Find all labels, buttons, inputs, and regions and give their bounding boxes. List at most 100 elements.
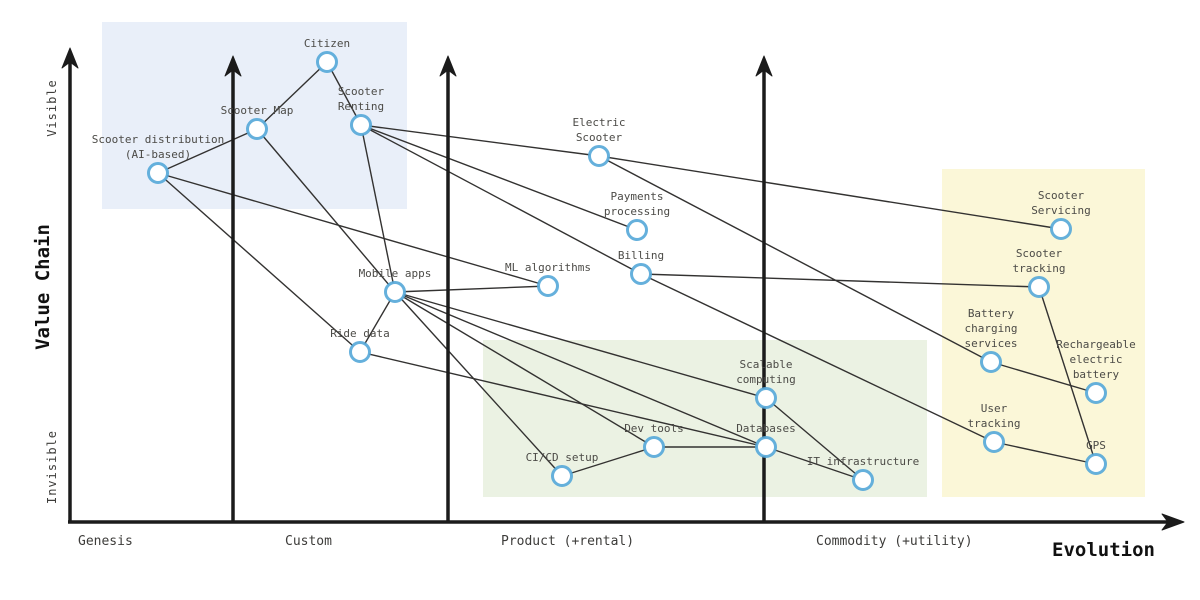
- node-gps[interactable]: [1085, 453, 1107, 475]
- node-label-rechargeable-electric-battery: battery: [1073, 368, 1120, 381]
- node-scooter-renting[interactable]: [350, 114, 372, 136]
- node-label-cicd-setup: CI/CD setup: [526, 451, 599, 464]
- edge-scooter-distribution--ride-data: [157, 172, 361, 353]
- edge-scooter-renting--payments-processing: [360, 124, 638, 231]
- stage-label-custom: Custom: [285, 534, 332, 549]
- node-label-battery-charging-services: Battery: [968, 307, 1015, 320]
- node-user-tracking[interactable]: [983, 431, 1005, 453]
- edge-mobile-apps--dev-tools: [394, 291, 655, 448]
- node-label-user-tracking: tracking: [968, 417, 1021, 430]
- node-label-user-tracking: User: [981, 402, 1008, 415]
- edge-scooter-renting--billing: [360, 124, 642, 275]
- edge-electric-scooter--battery-charging-services: [598, 155, 992, 363]
- node-label-databases: Databases: [736, 422, 796, 435]
- edge-scooter-renting--mobile-apps: [360, 124, 396, 293]
- stage-boundary-arrowhead-1: [224, 55, 242, 77]
- stage-label-genesis: Genesis: [78, 534, 133, 549]
- edge-scooter-tracking--gps: [1038, 286, 1097, 465]
- node-label-citizen: Citizen: [304, 37, 350, 50]
- edges-layer: [157, 61, 1097, 481]
- node-billing[interactable]: [630, 263, 652, 285]
- node-scooter-servicing[interactable]: [1050, 218, 1072, 240]
- node-scalable-computing[interactable]: [755, 387, 777, 409]
- node-label-scooter-map: Scooter Map: [221, 104, 294, 117]
- stage-boundary-arrowhead-3: [755, 55, 773, 77]
- node-label-scooter-servicing: Scooter: [1038, 189, 1085, 202]
- node-label-dev-tools: Dev tools: [624, 422, 684, 435]
- y-axis-arrowhead: [61, 47, 79, 69]
- node-label-scalable-computing: Scalable: [740, 358, 793, 371]
- node-label-scooter-renting: Renting: [338, 100, 384, 113]
- node-label-battery-charging-services: services: [965, 337, 1018, 350]
- node-label-rechargeable-electric-battery: Rechargeable: [1056, 338, 1135, 351]
- node-scooter-distribution[interactable]: [147, 162, 169, 184]
- region-commodity-zone: [942, 169, 1145, 497]
- edge-mobile-apps--databases: [394, 291, 767, 448]
- node-label-billing: Billing: [618, 249, 664, 262]
- visible-axis-label: Visible: [45, 79, 59, 137]
- x-axis-arrowhead: [1161, 513, 1185, 531]
- node-label-scooter-renting: Scooter: [338, 85, 385, 98]
- edge-dev-tools--cicd-setup: [561, 446, 655, 477]
- edge-ride-data--mobile-apps: [359, 291, 396, 353]
- node-label-rechargeable-electric-battery: electric: [1070, 353, 1123, 366]
- edge-citizen--scooter-map: [256, 61, 328, 130]
- node-label-scooter-servicing: Servicing: [1031, 204, 1091, 217]
- edge-scooter-map--mobile-apps: [256, 128, 396, 293]
- edge-scooter-map--scooter-distribution: [157, 128, 258, 174]
- invisible-axis-label: Invisible: [45, 430, 59, 504]
- node-label-ml-algorithms: ML algorithms: [505, 261, 591, 274]
- node-label-electric-scooter: Electric: [573, 116, 626, 129]
- stage-label-product: Product (+rental): [501, 534, 634, 549]
- edge-battery-charging-services--rechargeable-electric-battery: [990, 361, 1097, 394]
- node-electric-scooter[interactable]: [588, 145, 610, 167]
- edge-electric-scooter--scooter-servicing: [598, 155, 1062, 230]
- regions-layer: [102, 22, 1145, 497]
- node-citizen[interactable]: [316, 51, 338, 73]
- node-mobile-apps[interactable]: [384, 281, 406, 303]
- node-scooter-map[interactable]: [246, 118, 268, 140]
- stage-boundary-arrowhead-2: [439, 55, 457, 77]
- node-label-electric-scooter: Scooter: [576, 131, 623, 144]
- nodes-layer: Citizen Scooter Map Scooter Renting Scooter …: [92, 37, 1136, 491]
- node-dev-tools[interactable]: [643, 436, 665, 458]
- node-battery-charging-services[interactable]: [980, 351, 1002, 373]
- node-it-infrastructure[interactable]: [852, 469, 874, 491]
- edge-mobile-apps--ml-algorithms: [394, 285, 549, 293]
- node-databases[interactable]: [755, 436, 777, 458]
- node-label-ride-data: Ride data: [330, 327, 390, 340]
- edge-scalable-computing--it-infrastructure: [765, 397, 864, 481]
- axis-labels-layer: Value Chain Visible Invisible Evolution …: [32, 79, 1155, 561]
- node-scooter-tracking[interactable]: [1028, 276, 1050, 298]
- node-cicd-setup[interactable]: [551, 465, 573, 487]
- edge-mobile-apps--scalable-computing: [394, 291, 767, 399]
- edge-user-tracking--gps: [993, 441, 1097, 465]
- node-rechargeable-electric-battery[interactable]: [1085, 382, 1107, 404]
- edge-databases--it-infrastructure: [765, 446, 864, 481]
- stage-label-commodity: Commodity (+utility): [816, 534, 973, 549]
- node-label-scooter-tracking: Scooter: [1016, 247, 1063, 260]
- node-label-battery-charging-services: charging: [965, 322, 1018, 335]
- node-ride-data[interactable]: [349, 341, 371, 363]
- node-label-scalable-computing: computing: [736, 373, 796, 386]
- edge-scooter-distribution--ml-algorithms: [157, 172, 549, 287]
- edge-ride-data--databases: [359, 351, 767, 448]
- node-label-payments-processing: Payments: [611, 190, 664, 203]
- node-label-mobile-apps: Mobile apps: [359, 267, 432, 280]
- node-label-scooter-distribution: (AI-based): [125, 148, 191, 161]
- node-label-scooter-distribution: Scooter distribution: [92, 133, 224, 146]
- value-chain-axis-title: Value Chain: [32, 224, 54, 350]
- edge-citizen--scooter-renting: [326, 61, 362, 126]
- edge-scooter-renting--electric-scooter: [360, 124, 600, 157]
- node-payments-processing[interactable]: [626, 219, 648, 241]
- edge-mobile-apps--cicd-setup: [394, 291, 563, 477]
- node-label-scooter-tracking: tracking: [1013, 262, 1066, 275]
- node-ml-algorithms[interactable]: [537, 275, 559, 297]
- node-label-it-infrastructure: IT infrastructure: [807, 455, 920, 468]
- edge-billing--scooter-tracking: [640, 273, 1040, 288]
- node-label-payments-processing: processing: [604, 205, 670, 218]
- axes-layer: [61, 47, 1185, 531]
- edge-billing--user-tracking: [640, 273, 995, 443]
